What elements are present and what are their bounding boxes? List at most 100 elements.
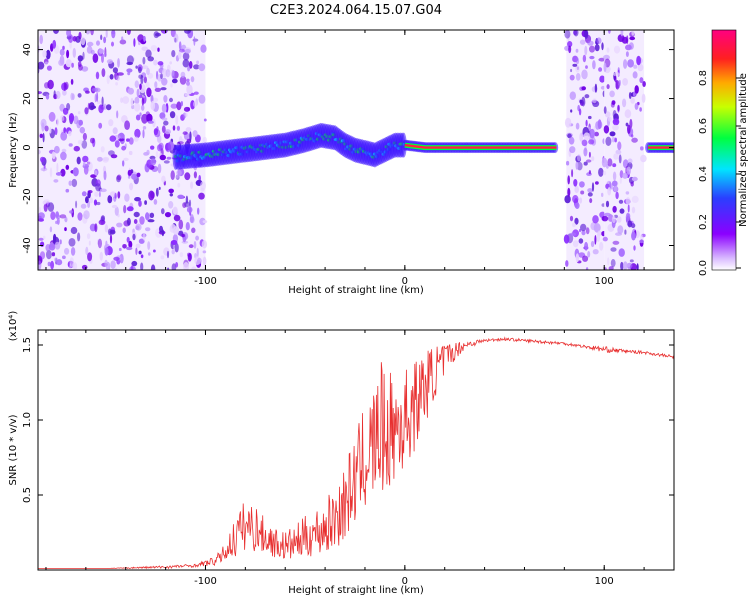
noise-point [48, 111, 56, 122]
noise-point [135, 247, 138, 255]
noise-point [619, 208, 625, 214]
noise-point [96, 92, 99, 102]
noise-point [150, 145, 155, 150]
noise-point [614, 75, 617, 83]
noise-point [87, 41, 94, 47]
noise-point [79, 126, 86, 134]
noise-point [38, 91, 43, 95]
noise-point [590, 240, 595, 248]
noise-point [627, 124, 631, 134]
noise-point [632, 91, 636, 97]
noise-point [163, 120, 169, 126]
noise-point [178, 41, 182, 51]
noise-point [189, 131, 192, 142]
noise-point [640, 146, 644, 151]
noise-point [134, 197, 141, 202]
noise-point [100, 34, 103, 41]
snr-y-label: SNR (10 * v/v) [8, 414, 19, 485]
noise-point [596, 232, 601, 242]
noise-point [81, 264, 88, 270]
noise-point [586, 159, 592, 163]
noise-point [70, 78, 74, 85]
noise-point [170, 240, 178, 245]
noise-point [578, 238, 584, 244]
noise-point [139, 112, 142, 117]
noise-point [52, 39, 57, 49]
noise-point [42, 168, 46, 172]
noise-point [134, 128, 141, 139]
noise-point [135, 65, 138, 69]
noise-point [56, 217, 60, 225]
noise-point [49, 127, 52, 134]
noise-point [145, 49, 152, 58]
noise-point [171, 249, 175, 255]
noise-point [126, 236, 130, 243]
noise-point [87, 190, 93, 194]
spectrogram-y-label: Frequency (Hz) [8, 112, 19, 188]
noise-point [98, 104, 104, 114]
noise-point [159, 154, 166, 161]
noise-point [610, 102, 615, 108]
noise-point [193, 171, 197, 179]
noise-point [77, 212, 83, 221]
noise-point [87, 252, 93, 262]
noise-point [72, 262, 75, 269]
noise-point [163, 95, 168, 103]
noise-point [200, 44, 207, 53]
noise-point [587, 251, 591, 258]
noise-point [136, 172, 141, 178]
noise-point [140, 74, 144, 85]
noise-point [180, 100, 183, 107]
noise-point [80, 203, 87, 209]
noise-point [150, 45, 158, 52]
noise-point [53, 30, 59, 34]
noise-point [145, 227, 151, 232]
noise-point [630, 181, 634, 187]
noise-point [161, 229, 165, 237]
noise-point [607, 257, 610, 266]
noise-point [177, 141, 184, 145]
noise-point [588, 170, 592, 175]
noise-point [69, 41, 72, 49]
noise-point [579, 181, 585, 188]
noise-point [168, 188, 174, 194]
noise-point [90, 105, 96, 109]
noise-point [177, 182, 181, 188]
noise-point [77, 111, 81, 115]
snr-line [38, 336, 674, 570]
noise-point [626, 35, 629, 44]
noise-point [145, 81, 150, 88]
noise-point [126, 138, 130, 142]
noise-point [614, 137, 617, 143]
noise-point [122, 227, 126, 234]
noise-point [198, 94, 206, 104]
chart-title: C2E3.2024.064.15.07.G04 [270, 3, 442, 18]
noise-point [45, 49, 51, 60]
noise-point [64, 81, 69, 90]
noise-point [70, 226, 78, 235]
noise-point [624, 109, 632, 119]
noise-point [87, 102, 91, 110]
noise-point [157, 47, 160, 52]
noise-point [588, 139, 595, 145]
noise-point [182, 52, 190, 61]
noise-point [608, 266, 614, 270]
noise-point [182, 112, 187, 119]
noise-point [592, 60, 596, 70]
noise-point [152, 97, 159, 103]
noise-point [55, 211, 59, 219]
noise-point [178, 48, 186, 53]
noise-point [60, 131, 68, 141]
noise-point [622, 172, 628, 179]
noise-point [102, 103, 107, 111]
noise-point [153, 199, 158, 205]
noise-point [182, 131, 188, 135]
noise-point [599, 75, 606, 83]
noise-point [143, 35, 146, 42]
noise-point [615, 191, 619, 200]
noise-point [572, 240, 579, 248]
noise-point [176, 101, 182, 111]
snr-ticks: -100 0 100 0.5 1.0 1.5 [22, 330, 674, 587]
noise-point [112, 127, 118, 135]
noise-point [575, 122, 580, 130]
